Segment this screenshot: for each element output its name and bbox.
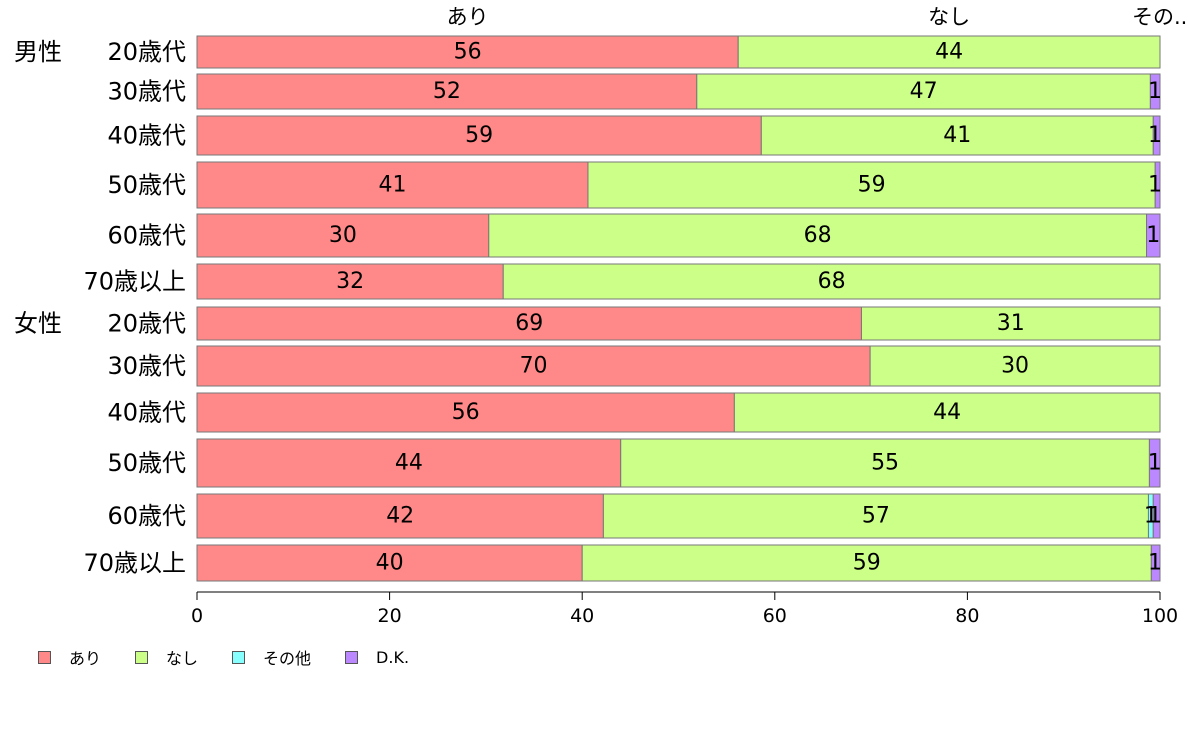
bar-segment xyxy=(1149,73,1161,110)
legend: あり なし その他 D.K. xyxy=(38,645,443,669)
legend-item: あり xyxy=(38,645,101,669)
row-label: 20歳代 xyxy=(107,310,186,338)
row-label: 50歳代 xyxy=(107,449,186,477)
legend-swatch xyxy=(345,650,359,664)
bar-segment xyxy=(196,35,739,69)
row-label: 30歳代 xyxy=(107,78,186,106)
bar-segment xyxy=(488,213,1148,258)
data-label: 1 xyxy=(1148,551,1162,576)
bar-segment xyxy=(620,438,1150,488)
row-label: 40歳代 xyxy=(107,399,186,427)
legend-item: その他 xyxy=(232,645,311,669)
data-label: 1 xyxy=(1148,173,1162,198)
bar-segment xyxy=(581,544,1152,582)
bar-segment xyxy=(737,35,1161,69)
data-label: 41 xyxy=(378,173,406,198)
x-tick-label: 100 xyxy=(1142,605,1178,627)
bar-segment xyxy=(196,392,735,433)
data-label: 47 xyxy=(910,79,938,104)
data-label: 56 xyxy=(454,40,482,65)
data-label: 30 xyxy=(329,223,357,248)
row-label: 50歳代 xyxy=(107,171,186,199)
bar-segment xyxy=(196,161,589,209)
bar-segment xyxy=(1150,544,1161,582)
data-label: 59 xyxy=(853,551,881,576)
row-label: 60歳代 xyxy=(107,502,186,530)
data-label: 59 xyxy=(465,123,493,148)
bar-segment xyxy=(602,493,1149,539)
legend-label: なし xyxy=(166,649,199,668)
data-label: 70 xyxy=(520,354,548,379)
x-tick-label: 20 xyxy=(378,605,402,627)
x-tick-label: 40 xyxy=(570,605,594,627)
bar-segment xyxy=(696,73,1151,110)
row-label: 70歳以上 xyxy=(83,549,186,577)
x-tick-label: 0 xyxy=(191,605,203,627)
data-label: 40 xyxy=(376,551,404,576)
row-label: 20歳代 xyxy=(107,38,186,66)
row-label: 40歳代 xyxy=(107,122,186,150)
data-label: 57 xyxy=(862,504,890,529)
data-label: 1 xyxy=(1148,451,1162,476)
data-label: 44 xyxy=(935,40,963,65)
legend-swatch xyxy=(135,650,149,664)
bar-segment xyxy=(1152,115,1161,156)
legend-label: あり xyxy=(69,649,102,668)
bar-segment xyxy=(196,306,862,341)
bar-segment xyxy=(196,345,871,387)
data-label: 68 xyxy=(804,223,832,248)
bar-segment xyxy=(1152,493,1161,539)
bar-segment xyxy=(869,345,1161,387)
data-label: 44 xyxy=(933,400,961,425)
data-label: 1 xyxy=(1144,504,1158,529)
data-label: 55 xyxy=(871,451,899,476)
x-tick-label: 60 xyxy=(763,605,787,627)
legend-item: D.K. xyxy=(345,648,409,667)
data-label: 44 xyxy=(395,451,423,476)
data-label: 31 xyxy=(997,311,1025,336)
bar-segment xyxy=(196,263,504,300)
bar-segment xyxy=(196,438,622,488)
data-label: 1 xyxy=(1148,123,1162,148)
bar-segment xyxy=(196,493,604,539)
group-label: 女性 xyxy=(14,310,62,338)
bar-segment xyxy=(1154,161,1161,209)
data-label: 69 xyxy=(515,311,543,336)
legend-swatch xyxy=(38,650,51,664)
bar-segment xyxy=(196,213,490,258)
bar-segment xyxy=(760,115,1154,156)
row-label: 70歳以上 xyxy=(83,268,186,296)
legend-label: その他 xyxy=(263,649,312,668)
x-tick-label: 80 xyxy=(955,605,979,627)
data-label: 1 xyxy=(1146,223,1160,248)
legend-item: なし xyxy=(135,645,198,669)
top-label-nashi: なし xyxy=(928,5,970,29)
data-label: 59 xyxy=(858,173,886,198)
bar-segment xyxy=(196,73,698,110)
data-label: 1 xyxy=(1148,79,1162,104)
bar-segment xyxy=(733,392,1161,433)
data-label: 42 xyxy=(386,504,414,529)
legend-label: D.K. xyxy=(376,647,410,667)
data-label: 56 xyxy=(452,400,480,425)
bar-segment xyxy=(502,263,1161,300)
bar-segment xyxy=(587,161,1156,209)
row-label: 30歳代 xyxy=(107,352,186,380)
legend-swatch xyxy=(232,650,246,664)
data-label: 32 xyxy=(336,269,364,294)
bar-segment xyxy=(1148,438,1161,488)
group-label: 男性 xyxy=(14,38,62,66)
data-label: 52 xyxy=(433,79,461,104)
data-label: 30 xyxy=(1001,354,1029,379)
data-label: 1 xyxy=(1148,504,1162,529)
stacked-bar-chart: 20歳代男性30歳代40歳代50歳代60歳代70歳以上20歳代女性30歳代40歳… xyxy=(14,5,1188,627)
top-label-ari: あり xyxy=(447,5,489,29)
top-label-other: その... xyxy=(1132,5,1188,29)
bar-segment xyxy=(1146,213,1161,258)
bar-segment xyxy=(860,306,1161,341)
data-label: 41 xyxy=(943,123,971,148)
data-label: 68 xyxy=(818,269,846,294)
row-label: 60歳代 xyxy=(107,222,186,250)
bar-segment xyxy=(196,115,762,156)
